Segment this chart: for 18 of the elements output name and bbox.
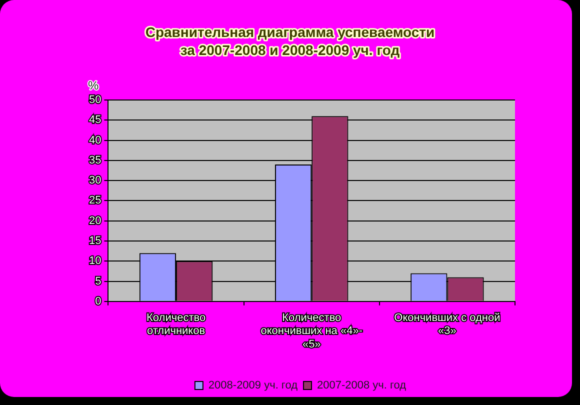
y-tick-label: 5 — [95, 275, 102, 288]
y-tick-label: 50 — [88, 94, 102, 106]
y-tick-label: 45 — [88, 114, 102, 126]
y-tick-label: 15 — [88, 235, 102, 248]
chart-title: Сравнительная диаграмма успеваемости за 2007-2008 и 2008-2009 уч. год — [145, 24, 435, 58]
y-axis-title: % — [88, 78, 99, 92]
y-tick-label: 20 — [88, 214, 102, 227]
y-tick-label: 10 — [88, 255, 102, 268]
y-tick-label: 40 — [88, 134, 102, 146]
x-tick-label: Окончивших с одной «3» — [394, 312, 500, 338]
y-tick-label: 35 — [88, 154, 102, 166]
y-tick-label: 25 — [88, 194, 102, 207]
x-tick-label: Количество окончивших на «4»-«5» — [260, 312, 363, 350]
legend-label: 2007-2008 уч. год — [317, 380, 407, 392]
y-tick-label: 0 — [95, 295, 102, 308]
legend-label: 2008-2009 уч. год — [208, 380, 298, 392]
x-tick-label: Количество отличников — [146, 312, 206, 338]
y-tick-label: 30 — [88, 174, 102, 187]
